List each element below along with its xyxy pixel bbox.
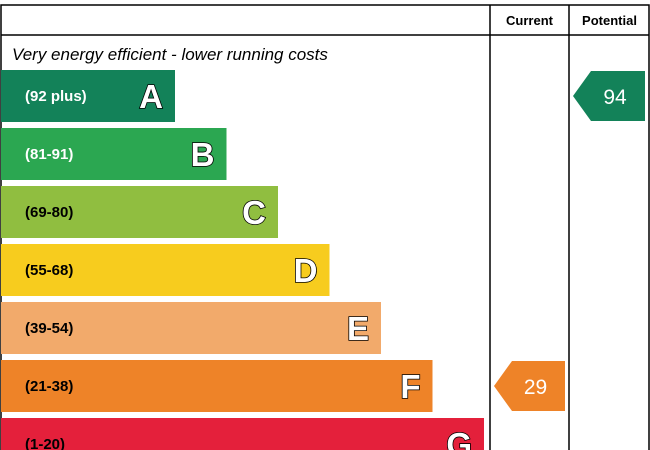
band-d-letter: D xyxy=(294,252,318,289)
band-g-letter: G xyxy=(446,426,472,450)
band-e-bar xyxy=(1,302,381,354)
band-b-bar xyxy=(1,128,227,180)
band-e-range: (39-54) xyxy=(25,320,73,337)
band-a-range: (92 plus) xyxy=(25,88,87,105)
band-b-letter: B xyxy=(191,136,215,173)
band-b-range: (81-91) xyxy=(25,146,73,163)
band-f-bar xyxy=(1,360,433,412)
band-c-letter: C xyxy=(242,194,266,231)
current-column-header: Current xyxy=(506,13,554,28)
band-a-bar xyxy=(1,70,175,122)
band-e: (39-54) E xyxy=(1,302,381,354)
potential-column-header: Potential xyxy=(582,13,637,28)
band-d-range: (55-68) xyxy=(25,262,73,279)
efficiency-top-note: Very energy efficient - lower running co… xyxy=(12,45,328,64)
band-a-letter: A xyxy=(139,78,163,115)
band-b: (81-91) B xyxy=(1,128,227,180)
rating-bands: (92 plus) A (81-91) B (69-80) C (55-68) D (39-54… xyxy=(1,70,484,450)
band-c-bar xyxy=(1,186,278,238)
band-f-letter: F xyxy=(400,368,420,405)
band-c-range: (69-80) xyxy=(25,204,73,221)
band-d-bar xyxy=(1,244,330,296)
band-e-letter: E xyxy=(347,310,369,347)
band-g-range: (1-20) xyxy=(25,436,65,450)
band-f-range: (21-38) xyxy=(25,378,73,395)
band-a: (92 plus) A xyxy=(1,70,175,122)
potential-rating-marker: 94 xyxy=(573,71,645,121)
current-rating-arrow xyxy=(494,361,565,411)
band-g: (1-20) G xyxy=(1,418,484,450)
band-g-bar xyxy=(1,418,484,450)
current-rating-marker: 29 xyxy=(494,361,565,411)
band-f: (21-38) F xyxy=(1,360,433,412)
band-c: (69-80) C xyxy=(1,186,278,238)
band-d: (55-68) D xyxy=(1,244,330,296)
potential-rating-value: 94 xyxy=(603,86,627,109)
potential-rating-arrow xyxy=(573,71,645,121)
current-rating-value: 29 xyxy=(524,376,547,399)
